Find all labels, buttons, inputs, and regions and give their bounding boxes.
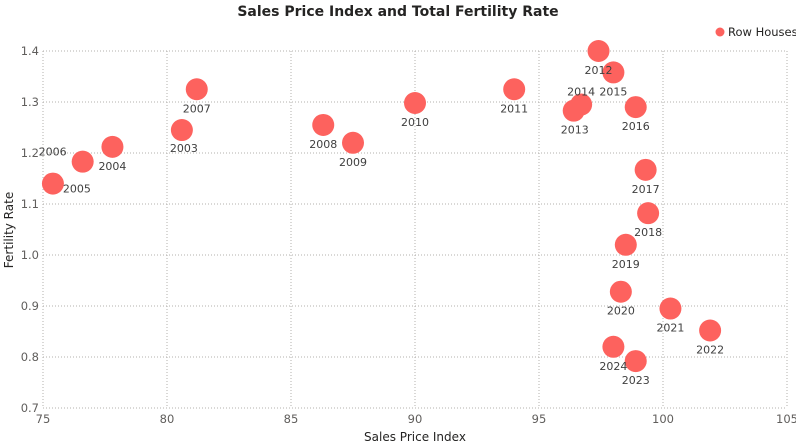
x-tick-label: 100 [652,412,674,426]
data-point-2011[interactable] [503,78,526,101]
data-label-2014: 2014 [567,86,595,99]
data-point-2024[interactable] [602,335,625,358]
data-label-2003: 2003 [170,142,198,155]
data-point-2010[interactable] [404,92,426,115]
data-label-2021: 2021 [656,322,684,335]
data-point-2023[interactable] [624,350,647,373]
data-point-2007[interactable] [185,78,208,101]
data-point-2004[interactable] [101,135,124,158]
data-points [41,40,722,373]
data-point-2020[interactable] [609,280,632,303]
data-label-2022: 2022 [696,343,724,356]
data-label-2009: 2009 [339,156,367,169]
data-point-2009[interactable] [342,131,364,154]
data-point-2006[interactable] [71,150,94,173]
data-label-2004: 2004 [98,160,126,173]
data-label-2015: 2015 [599,85,627,98]
y-tick-label: 0.8 [21,350,39,364]
x-tick-label: 90 [408,412,423,426]
gridlines [42,50,788,409]
x-tick-label: 80 [160,412,175,426]
data-point-2022[interactable] [699,319,722,342]
y-tick-label: 0.9 [21,299,39,313]
legend-marker [715,27,725,37]
data-point-2018[interactable] [637,202,660,225]
data-label-2005: 2005 [63,183,91,196]
data-label-2016: 2016 [622,120,650,133]
data-point-2015[interactable] [602,61,625,84]
data-label-2007: 2007 [183,102,211,115]
data-label-2012: 2012 [585,64,613,77]
data-point-2003[interactable] [170,119,193,142]
y-axis-title: Fertility Rate [2,192,16,268]
data-label-2024: 2024 [599,360,627,373]
data-label-2008: 2008 [309,138,337,151]
data-point-2021[interactable] [659,297,682,320]
data-point-2005[interactable] [41,172,64,195]
data-label-2020: 2020 [607,305,635,318]
data-label-2018: 2018 [634,226,662,239]
data-label-2006: 2006 [39,146,67,159]
data-point-2016[interactable] [624,96,647,119]
data-point-2017[interactable] [634,158,657,181]
y-tick-label: 1.4 [21,44,39,58]
data-label-2019: 2019 [612,258,640,271]
data-point-2012[interactable] [587,40,610,62]
x-tick-label: 75 [36,412,51,426]
data-point-2014[interactable] [570,93,593,116]
x-tick-label: 105 [776,412,796,426]
data-label-2010: 2010 [401,116,429,129]
y-tick-label: 1.1 [21,197,39,211]
data-label-2013: 2013 [561,124,589,137]
x-tick-label: 95 [532,412,547,426]
data-label-2017: 2017 [632,183,660,196]
legend[interactable]: Row Houses [715,25,796,39]
data-label-2023: 2023 [622,374,650,387]
x-axis-title: Sales Price Index [364,430,466,444]
x-tick-label: 85 [284,412,299,426]
y-tick-label: 0.7 [21,401,39,415]
y-axis-ticks: 0.7 0.8 0.9 1.0 1.1 1.2 1.3 1.4 [21,44,39,415]
y-tick-label: 1.3 [21,95,39,109]
chart-title: Sales Price Index and Total Fertility Ra… [237,4,558,20]
data-point-2019[interactable] [614,233,637,256]
y-tick-label: 1.0 [21,248,39,262]
legend-label: Row Houses [728,25,796,39]
data-point-2008[interactable] [312,113,335,136]
data-label-2011: 2011 [500,102,528,115]
y-tick-label: 1.2 [21,146,39,160]
x-axis-ticks: 75 80 85 90 95 100 105 [36,412,796,426]
